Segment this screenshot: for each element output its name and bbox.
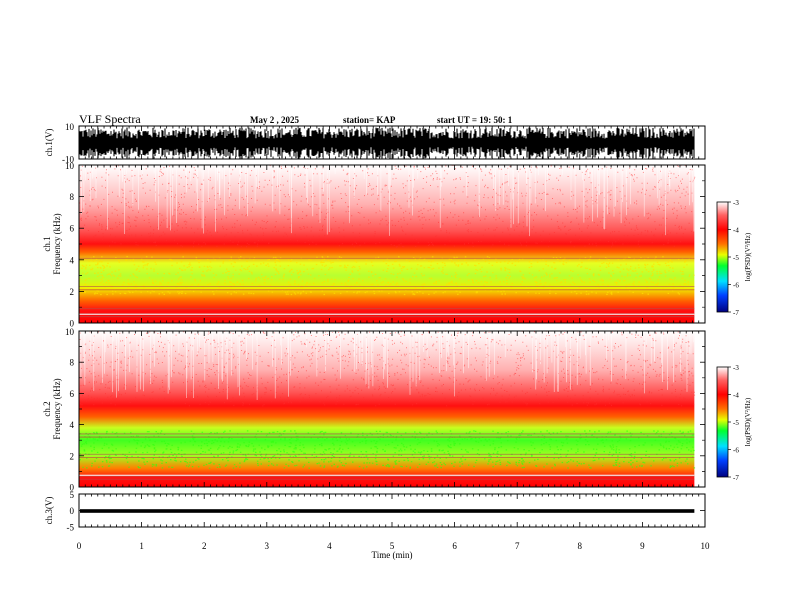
colorbar-tick-label-ch1: -7 (733, 309, 739, 317)
y-minor-ticks-ch1spec (79, 180, 705, 308)
y-tick-label-ch1spec: 2 (70, 287, 75, 297)
ch1-spectrogram-band-texture (79, 256, 695, 296)
start-time-label: start UT = 19: 50: 1 (437, 115, 513, 125)
colorbar-label-ch2: log(PSD)(V²/Hz) (744, 397, 752, 446)
y-tick-label-ch2spec: 8 (70, 358, 75, 368)
y-axis-label-ch2spec: Frequency (kHz) (52, 378, 62, 439)
x-tick-label: 7 (515, 541, 520, 551)
x-tick-label: 6 (452, 541, 457, 551)
y-tick-label-ch3v: -5 (67, 523, 75, 533)
colorbar-label-ch1: log(PSD)(V²/Hz) (744, 232, 752, 281)
y-tick-label-ch1spec: 10 (65, 161, 75, 171)
colorbar-tick-label-ch2: -7 (733, 474, 739, 482)
y-axis-label-ch1v: ch.1(V) (44, 129, 54, 157)
date-label: May 2 , 2025 (250, 115, 299, 125)
colorbar-tick-label-ch1: -3 (733, 199, 739, 207)
ch3-voltage-trace (80, 509, 695, 513)
y-tick-label-ch2spec: 10 (65, 327, 75, 337)
x-tick-label: 9 (640, 541, 645, 551)
x-tick-label: 10 (701, 541, 711, 551)
x-tick-label: 3 (265, 541, 270, 551)
ch2-spectrogram-noise (79, 330, 696, 407)
y-tick-label-ch1v: -10 (62, 155, 74, 165)
x-ticks-ch1spec (78, 165, 706, 323)
ch1-spectrogram-streaks (79, 165, 695, 237)
colorbar-tick-label-ch2: -6 (733, 447, 739, 455)
x-tick-label: 5 (390, 541, 395, 551)
x-tick-label: 4 (327, 541, 332, 551)
ch1-voltage-trace (79, 127, 695, 160)
y-minor-ticks-ch2spec (79, 346, 705, 472)
ch1-spectrogram-image (79, 165, 695, 323)
colorbar-tick-label-ch2: -3 (733, 364, 739, 372)
x-tick-label: 0 (77, 541, 82, 551)
colorbar-tick-label-ch1: -4 (733, 227, 739, 235)
colorbar-tick-label-ch1: -6 (733, 282, 739, 290)
colorbar-tick-label-ch2: -4 (733, 392, 739, 400)
y-tick-label-ch3v: 0 (70, 506, 75, 516)
y-tick-label-ch3v: 5 (70, 490, 75, 500)
y-tick-label-ch2spec: 2 (70, 451, 75, 461)
panel-label-ch2spec: ch.2 (42, 401, 52, 416)
y-axis-label-ch1spec: Frequency (kHz) (52, 213, 62, 274)
y-tick-label-ch2spec: 6 (70, 389, 75, 399)
x-tick-label: 8 (578, 541, 583, 551)
ch2-spectrogram-image (79, 331, 695, 487)
colorbar-tick-label-ch2: -5 (733, 419, 739, 427)
station-label: station= KAP (343, 115, 396, 125)
x-tick-label: 2 (202, 541, 207, 551)
panel-label-ch1spec: ch.1 (42, 236, 52, 251)
y-tick-label-ch1spec: 8 (70, 192, 75, 202)
y-tick-label-ch1spec: 6 (70, 224, 75, 234)
y-axis-label-ch3v: ch.3(V) (44, 497, 54, 525)
x-ticks-ch1v (78, 126, 706, 159)
colorbar-ch1 (716, 201, 729, 313)
y-tick-label-ch1spec: 4 (70, 255, 75, 265)
colorbar-ch2 (716, 366, 729, 478)
chart-title: VLF Spectra (79, 112, 141, 126)
x-ticks-ch2spec (78, 331, 706, 487)
x-tick-label: 1 (139, 541, 144, 551)
x-axis-label: Time (min) (372, 550, 413, 560)
y-tick-label-ch2spec: 0 (70, 483, 75, 493)
y-tick-label-ch2spec: 4 (70, 420, 75, 430)
ch2-spectrogram-streaks (80, 331, 694, 400)
y-tick-label-ch1v: 10 (65, 122, 75, 132)
y-tick-label-ch1spec: 0 (70, 319, 75, 329)
x-ticks-ch3v (78, 494, 706, 527)
colorbar-tick-label-ch1: -5 (733, 254, 739, 262)
